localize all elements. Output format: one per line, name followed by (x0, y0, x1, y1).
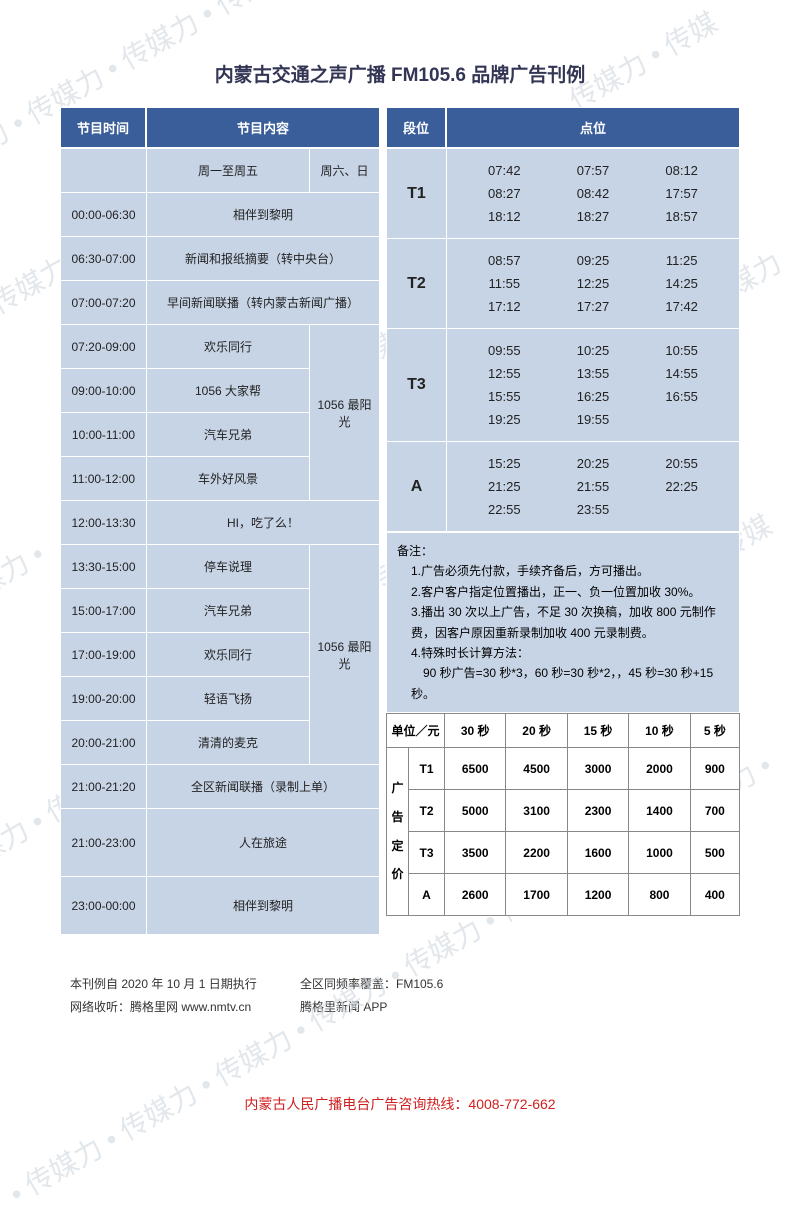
time-slot-grid: 15:25 20:25 20:55 21:25 21:55 22:25 22:55 23:55 (449, 448, 737, 525)
footer-line1b: 全区同频率覆盖：FM105.6 (300, 973, 443, 996)
time-slot: 08:12 (642, 163, 721, 178)
time-slot: 22:55 (465, 502, 544, 517)
table-row: 单位／元 30 秒 20 秒 15 秒 10 秒 5 秒 (387, 714, 740, 748)
slot-table: T1 07:42 07:57 08:12 08:27 08:42 17:57 18:12 18… (386, 148, 740, 532)
time-slot: 16:25 (554, 389, 633, 404)
main-layout: 节目时间 节目内容 周一至周五 周六、日 00:00-06:30相伴到黎明 06… (60, 107, 740, 935)
notes-panel: 备注： 1.广告必须先付款，手续齐备后，方可播出。 2.客户客户指定位置播出，正… (386, 532, 740, 713)
price-vertical-label: 广告定价 (387, 748, 409, 916)
header-content: 节目内容 (146, 107, 380, 148)
table-row: T2 08:57 09:25 11:25 11:55 12:25 14:25 17:12 17… (387, 239, 740, 329)
time-slot-grid: 07:42 07:57 08:12 08:27 08:42 17:57 18:12 18:27… (449, 155, 737, 232)
time-slot: 18:27 (554, 209, 633, 224)
note-item: 90 秒广告=30 秒*3，60 秒=30 秒*2，，45 秒=30 秒+15 … (411, 663, 729, 704)
table-row: T3 09:55 10:25 10:55 12:55 13:55 14:55 15:55 16… (387, 329, 740, 442)
time-slot: 07:57 (554, 163, 633, 178)
table-row: A 260017001200800400 (387, 874, 740, 916)
time-slot: 17:42 (642, 299, 721, 314)
weekday-header: 周一至周五 (147, 149, 310, 193)
time-slot: 15:55 (465, 389, 544, 404)
time-slot: 08:57 (465, 253, 544, 268)
table-row: 21:00-21:20全区新闻联播（录制上单） (61, 765, 380, 809)
time-slot: 13:55 (554, 366, 633, 381)
table-row: T3 3500220016001000500 (387, 832, 740, 874)
footer-line2a: 网络收听：腾格里网 www.nmtv.cn (70, 996, 300, 1019)
price-unit-label: 单位／元 (387, 714, 445, 748)
time-slot: 15:25 (465, 456, 544, 471)
schedule-panel: 节目时间 节目内容 周一至周五 周六、日 00:00-06:30相伴到黎明 06… (60, 107, 380, 935)
time-slot: 17:57 (642, 186, 721, 201)
time-slot: 18:57 (642, 209, 721, 224)
table-row: 23:00-00:00相伴到黎明 (61, 877, 380, 935)
time-slot: 10:55 (642, 343, 721, 358)
time-slot (642, 412, 721, 427)
time-slot: 08:42 (554, 186, 633, 201)
table-row: 06:30-07:00新闻和报纸摘要（转中央台） (61, 237, 380, 281)
time-slot: 16:55 (642, 389, 721, 404)
time-slot: 14:55 (642, 366, 721, 381)
segment-label: T2 (387, 239, 447, 329)
time-slot: 17:12 (465, 299, 544, 314)
note-item: 4.特殊时长计算方法： (411, 643, 729, 663)
header-time: 节目时间 (60, 107, 146, 148)
table-row: 广告定价 T1 6500450030002000900 (387, 748, 740, 790)
time-slot-grid: 09:55 10:25 10:55 12:55 13:55 14:55 15:55 16:25… (449, 335, 737, 435)
note-item: 1.广告必须先付款，手续齐备后，方可播出。 (411, 561, 729, 581)
schedule-table: 周一至周五 周六、日 00:00-06:30相伴到黎明 06:30-07:00新… (60, 148, 380, 935)
table-row: 周一至周五 周六、日 (61, 149, 380, 193)
footer: 本刊例自 2020 年 10 月 1 日期执行 全区同频率覆盖：FM105.6 … (0, 973, 800, 1019)
time-slot (642, 502, 721, 517)
header-slot: 点位 (446, 107, 740, 148)
time-slot: 20:55 (642, 456, 721, 471)
hotline: 内蒙古人民广播电台广告咨询热线：4008-772-662 (0, 1094, 800, 1114)
table-row: T2 5000310023001400700 (387, 790, 740, 832)
table-row: 21:00-23:00人在旅途 (61, 809, 380, 877)
notes-title: 备注： (397, 541, 729, 561)
time-slot: 14:25 (642, 276, 721, 291)
time-slot: 12:25 (554, 276, 633, 291)
time-slot: 17:27 (554, 299, 633, 314)
table-row: 12:00-13:30HI，吃了么！ (61, 501, 380, 545)
time-slot: 21:25 (465, 479, 544, 494)
table-row: A 15:25 20:25 20:55 21:25 21:55 22:25 22:55 23:… (387, 442, 740, 532)
time-slot: 10:25 (554, 343, 633, 358)
time-slot: 22:25 (642, 479, 721, 494)
segment-label: T1 (387, 149, 447, 239)
page-title: 内蒙古交通之声广播 FM105.6 品牌广告刊例 (60, 60, 740, 87)
weekend-header: 周六、日 (310, 149, 380, 193)
price-table: 单位／元 30 秒 20 秒 15 秒 10 秒 5 秒 广告定价 T1 650… (386, 713, 740, 916)
time-slot: 12:55 (465, 366, 544, 381)
time-slot: 07:42 (465, 163, 544, 178)
segment-label: T3 (387, 329, 447, 442)
table-row: 00:00-06:30相伴到黎明 (61, 193, 380, 237)
time-slot: 08:27 (465, 186, 544, 201)
table-row: 13:30-15:00停车说理1056 最阳光 (61, 545, 380, 589)
time-slot: 19:25 (465, 412, 544, 427)
time-slot: 21:55 (554, 479, 633, 494)
time-slot: 09:25 (554, 253, 633, 268)
header-segment: 段位 (386, 107, 446, 148)
right-panel: 段位 点位 T1 07:42 07:57 08:12 08:27 08:42 17:57 1… (386, 107, 740, 935)
table-row: 07:00-07:20早间新闻联播（转内蒙古新闻广播） (61, 281, 380, 325)
time-slot-grid: 08:57 09:25 11:25 11:55 12:25 14:25 17:12 17:27… (449, 245, 737, 322)
footer-line2b: 腾格里新闻 APP (300, 996, 387, 1019)
time-slot: 09:55 (465, 343, 544, 358)
time-slot: 19:55 (554, 412, 633, 427)
table-row: 07:20-09:00欢乐同行1056 最阳光 (61, 325, 380, 369)
segment-label: A (387, 442, 447, 532)
note-item: 2.客户客户指定位置播出，正一、负一位置加收 30%。 (411, 582, 729, 602)
time-slot: 11:25 (642, 253, 721, 268)
time-slot: 23:55 (554, 502, 633, 517)
time-slot: 18:12 (465, 209, 544, 224)
footer-line1a: 本刊例自 2020 年 10 月 1 日期执行 (70, 973, 300, 996)
note-item: 3.播出 30 次以上广告，不足 30 次换稿，加收 800 元制作费，因客户原… (411, 602, 729, 643)
time-slot: 20:25 (554, 456, 633, 471)
table-row: T1 07:42 07:57 08:12 08:27 08:42 17:57 18:12 18… (387, 149, 740, 239)
time-slot: 11:55 (465, 276, 544, 291)
